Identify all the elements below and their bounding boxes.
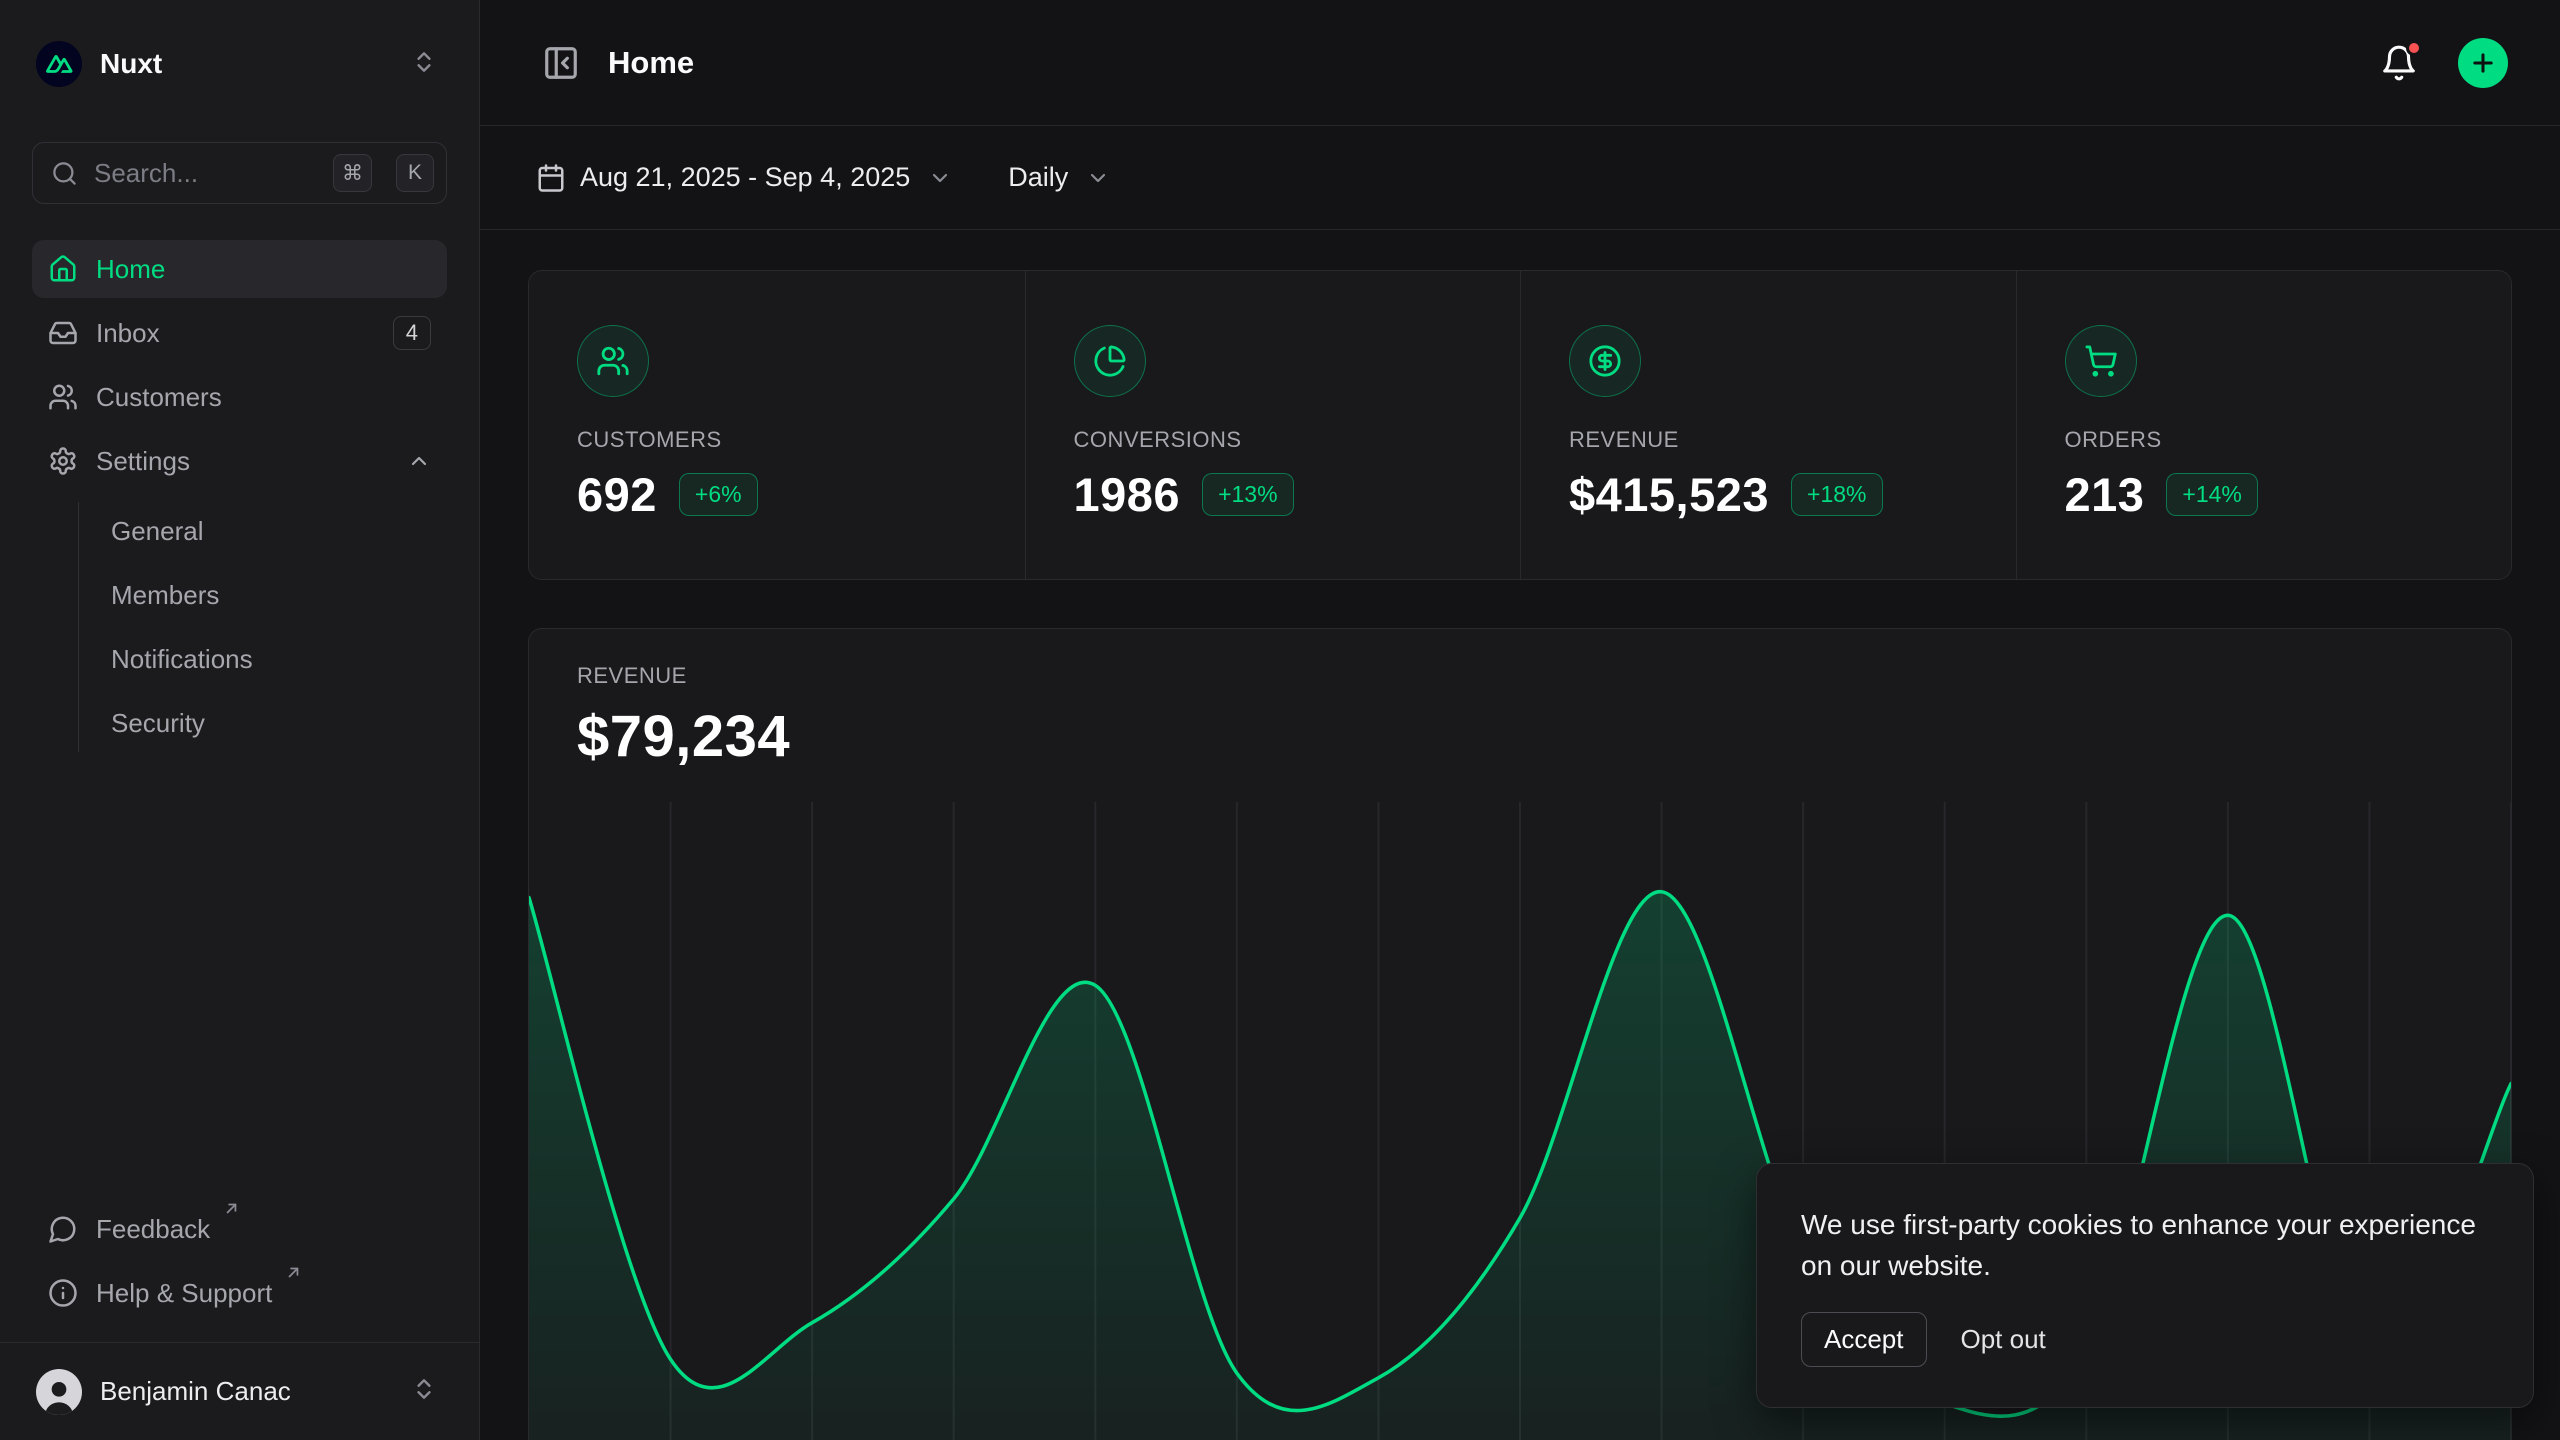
add-button[interactable] [2458,38,2508,88]
settings-subnav: General Members Notifications Security [78,502,447,752]
user-name: Benjamin Canac [100,1376,393,1407]
cookie-accept-button[interactable]: Accept [1801,1312,1927,1367]
sidebar-item-customers[interactable]: Customers [32,368,447,426]
message-circle-icon [48,1214,78,1244]
circle-dollar-icon [1569,325,1641,397]
topbar: Home [480,0,2560,126]
nuxt-logo-icon [36,41,82,87]
external-link-arrow-icon [222,1194,241,1225]
revenue-chart-value: $79,234 [577,703,2463,770]
stat-value: 1986 [1074,467,1181,522]
plus-icon [2469,49,2497,77]
stat-value: 213 [2065,467,2145,522]
sidebar-item-feedback[interactable]: Feedback [32,1200,447,1258]
collapse-sidebar-button[interactable] [536,38,586,88]
chevrons-up-down-icon [411,49,437,80]
chevron-down-icon [928,166,952,190]
stat-label: ORDERS [2065,427,2464,453]
pie-chart-icon [1074,325,1146,397]
sidebar-item-home[interactable]: Home [32,240,447,298]
users-icon [48,382,78,412]
stat-label: CUSTOMERS [577,427,977,453]
sidebar-item-general[interactable]: General [111,502,447,560]
nav-label-home: Home [96,254,431,285]
nav-label-help: Help & Support [96,1278,272,1309]
sidebar-item-security[interactable]: Security [111,694,447,752]
stat-delta-badge: +18% [1791,473,1882,516]
gear-icon [48,446,78,476]
chevron-up-icon [407,449,431,473]
search-input[interactable]: Search... ⌘ K [32,142,447,204]
revenue-chart-label: REVENUE [577,663,2463,689]
sidebar-item-members[interactable]: Members [111,566,447,624]
panel-left-close-icon [542,44,580,82]
nav-label-settings: Settings [96,446,389,477]
kbd-meta: ⌘ [333,154,372,192]
nav-label-inbox: Inbox [96,318,375,349]
user-section: Benjamin Canac [0,1342,479,1440]
sidebar-item-inbox[interactable]: Inbox 4 [32,304,447,362]
sidebar-item-help-support[interactable]: Help & Support [32,1264,447,1322]
team-name: Nuxt [100,48,393,80]
house-icon [48,254,78,284]
date-range-picker[interactable]: Aug 21, 2025 - Sep 4, 2025 [536,162,952,193]
stats-card: CUSTOMERS 692 +6% CONVERSIONS 1986 +13% [528,270,2512,580]
chevrons-up-down-icon [411,1376,437,1407]
chevron-down-icon [1086,166,1110,190]
cookie-opt-out-button[interactable]: Opt out [1961,1324,2046,1355]
page-title: Home [608,45,694,81]
sidebar-item-settings[interactable]: Settings [32,432,447,490]
users-icon [577,325,649,397]
nav-label-feedback: Feedback [96,1214,210,1245]
team-selector[interactable]: Nuxt [32,32,447,96]
user-menu-button[interactable]: Benjamin Canac [32,1369,447,1415]
info-circle-icon [48,1278,78,1308]
cookie-message: We use first-party cookies to enhance yo… [1801,1204,2489,1286]
shopping-cart-icon [2065,325,2137,397]
external-link-arrow-icon [284,1258,303,1289]
filters-toolbar: Aug 21, 2025 - Sep 4, 2025 Daily [480,126,2560,230]
interval-value: Daily [1008,162,1068,193]
stat-card-orders[interactable]: ORDERS 213 +14% [2016,271,2512,579]
notifications-button[interactable] [2374,38,2424,88]
stat-card-customers[interactable]: CUSTOMERS 692 +6% [529,271,1025,579]
sidebar-nav: Home Inbox 4 Customers [32,240,447,752]
stat-delta-badge: +14% [2166,473,2257,516]
stat-card-revenue[interactable]: REVENUE $415,523 +18% [1520,271,2016,579]
interval-select[interactable]: Daily [1008,162,1110,193]
inbox-count-badge: 4 [393,316,431,350]
stat-delta-badge: +6% [679,473,758,516]
sidebar-item-notifications[interactable]: Notifications [111,630,447,688]
stat-value: 692 [577,467,657,522]
stat-card-conversions[interactable]: CONVERSIONS 1986 +13% [1025,271,1521,579]
inbox-icon [48,318,78,348]
calendar-icon [536,163,566,193]
kbd-k: K [396,154,434,192]
nav-label-customers: Customers [96,382,431,413]
stat-value: $415,523 [1569,467,1769,522]
stat-label: REVENUE [1569,427,1968,453]
search-icon [51,160,78,187]
cookie-banner: We use first-party cookies to enhance yo… [1756,1163,2534,1408]
date-range-value: Aug 21, 2025 - Sep 4, 2025 [580,162,910,193]
user-avatar [36,1369,82,1415]
sidebar-footer-nav: Feedback Help & Support [32,1200,447,1342]
stat-delta-badge: +13% [1202,473,1293,516]
stat-label: CONVERSIONS [1074,427,1473,453]
sidebar: Nuxt Search... ⌘ K Home [0,0,480,1440]
notification-dot [2406,40,2422,56]
search-placeholder: Search... [94,158,317,189]
